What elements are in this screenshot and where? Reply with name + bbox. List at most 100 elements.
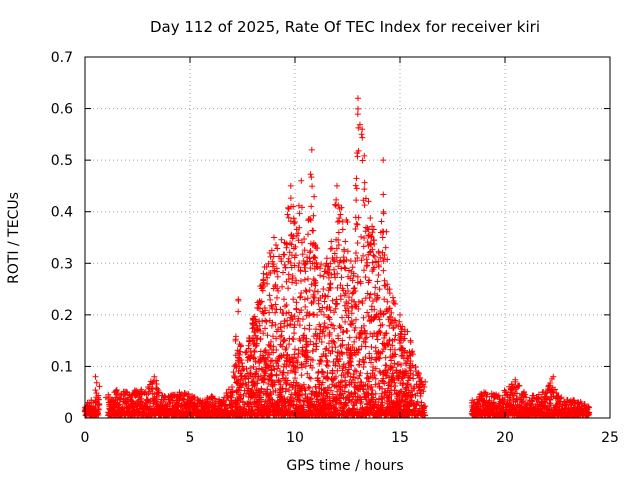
data-point — [268, 322, 275, 329]
data-point — [331, 258, 338, 265]
data-point — [233, 365, 240, 372]
y-tick-label: 0.5 — [51, 153, 73, 169]
data-point — [307, 375, 314, 382]
data-point — [310, 276, 317, 283]
data-point — [260, 379, 267, 386]
data-point — [323, 357, 330, 364]
data-point — [349, 396, 356, 403]
data-point — [273, 335, 280, 342]
data-point — [258, 298, 265, 305]
data-point — [391, 346, 398, 353]
data-point — [336, 217, 343, 224]
data-point — [354, 111, 361, 118]
data-point — [377, 329, 384, 336]
data-point — [351, 284, 358, 291]
data-point-peak — [208, 394, 214, 401]
data-point — [374, 294, 381, 301]
data-point — [299, 392, 306, 399]
data-point — [324, 293, 331, 300]
data-point — [354, 279, 361, 286]
data-point — [407, 375, 414, 382]
data-point — [351, 338, 358, 345]
data-point — [275, 287, 282, 294]
data-point — [291, 346, 298, 353]
data-point — [309, 348, 316, 355]
data-point — [235, 387, 242, 394]
data-point — [381, 380, 388, 387]
data-point-peak — [134, 389, 141, 396]
data-point — [396, 403, 403, 410]
data-point — [274, 285, 281, 292]
data-point-peak — [86, 399, 93, 406]
data-point — [374, 336, 381, 343]
data-point — [312, 282, 319, 289]
data-point — [252, 373, 259, 380]
data-point — [267, 358, 274, 365]
data-point-peak — [103, 394, 109, 401]
data-point — [359, 157, 366, 164]
data-point-peak — [359, 126, 366, 133]
data-point — [380, 267, 387, 274]
data-point — [319, 368, 326, 375]
data-point — [354, 273, 361, 280]
plot-frame — [84, 56, 611, 419]
data-point — [229, 392, 236, 399]
data-point-peak — [550, 373, 557, 380]
data-point — [365, 313, 372, 320]
data-point — [354, 153, 361, 160]
data-point — [256, 322, 263, 329]
data-point — [348, 310, 355, 317]
data-point — [326, 329, 333, 336]
data-point — [95, 406, 102, 413]
data-point — [391, 360, 398, 367]
data-point — [110, 404, 117, 411]
y-tick-label: 0.7 — [51, 50, 73, 66]
data-point — [520, 388, 527, 395]
data-point-peak — [502, 389, 508, 396]
data-point — [228, 404, 235, 411]
data-point — [333, 196, 340, 203]
data-point — [269, 305, 276, 312]
data-point — [391, 336, 398, 343]
data-point — [284, 211, 291, 218]
data-point — [283, 310, 290, 317]
data-point-peak — [176, 389, 183, 396]
data-point — [313, 346, 320, 353]
data-point — [335, 202, 342, 209]
data-point — [292, 252, 299, 259]
data-point-peak — [166, 394, 172, 401]
data-point — [299, 251, 306, 258]
data-point — [363, 256, 370, 263]
data-point — [360, 243, 367, 250]
data-point — [372, 375, 379, 382]
data-point — [358, 233, 365, 240]
data-point-peak — [239, 363, 246, 370]
data-point — [361, 234, 368, 241]
data-point — [361, 202, 368, 209]
data-point — [295, 202, 302, 209]
data-point — [281, 337, 288, 344]
data-point — [571, 397, 578, 404]
data-point — [294, 354, 301, 361]
data-point — [407, 358, 414, 365]
data-point — [311, 288, 318, 295]
data-point — [318, 358, 325, 365]
data-point — [261, 348, 268, 355]
data-point — [232, 361, 239, 368]
data-point — [345, 341, 352, 348]
data-point — [284, 317, 291, 324]
data-point — [553, 389, 560, 396]
data-point — [351, 389, 358, 396]
data-point — [337, 296, 344, 303]
data-point — [362, 354, 369, 361]
data-point — [354, 375, 361, 382]
data-point — [371, 330, 378, 337]
data-point — [333, 401, 340, 408]
data-point — [358, 257, 365, 264]
data-point-peak — [313, 244, 319, 251]
data-point — [274, 268, 281, 275]
data-point — [274, 273, 281, 280]
data-point — [401, 367, 408, 374]
data-point — [371, 372, 378, 379]
data-point — [290, 336, 297, 343]
